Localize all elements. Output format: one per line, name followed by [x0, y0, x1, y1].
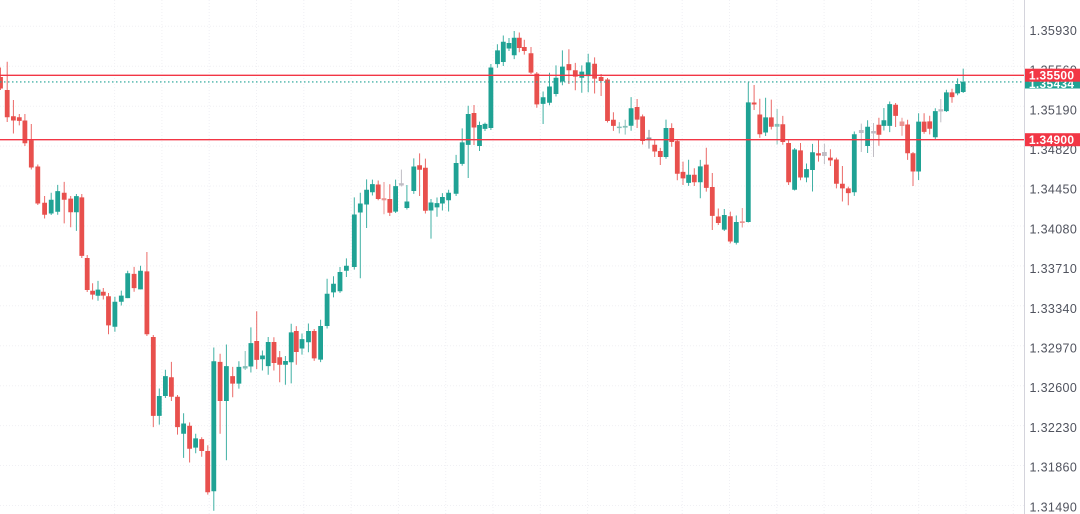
- svg-text:1.35930: 1.35930: [1030, 24, 1078, 38]
- svg-text:1.34820: 1.34820: [1030, 143, 1078, 157]
- svg-text:1.32230: 1.32230: [1030, 421, 1078, 435]
- svg-text:1.34450: 1.34450: [1030, 183, 1078, 197]
- svg-text:1.33340: 1.33340: [1030, 302, 1078, 316]
- svg-text:1.32970: 1.32970: [1030, 342, 1078, 356]
- svg-text:1.33710: 1.33710: [1030, 262, 1078, 276]
- svg-text:1.32600: 1.32600: [1030, 381, 1078, 395]
- svg-text:1.35500: 1.35500: [1029, 69, 1075, 83]
- svg-text:1.31860: 1.31860: [1030, 461, 1078, 475]
- svg-text:1.34080: 1.34080: [1030, 222, 1078, 236]
- svg-text:1.35190: 1.35190: [1030, 103, 1078, 117]
- svg-text:1.31490: 1.31490: [1030, 500, 1078, 514]
- svg-text:1.34900: 1.34900: [1029, 133, 1075, 147]
